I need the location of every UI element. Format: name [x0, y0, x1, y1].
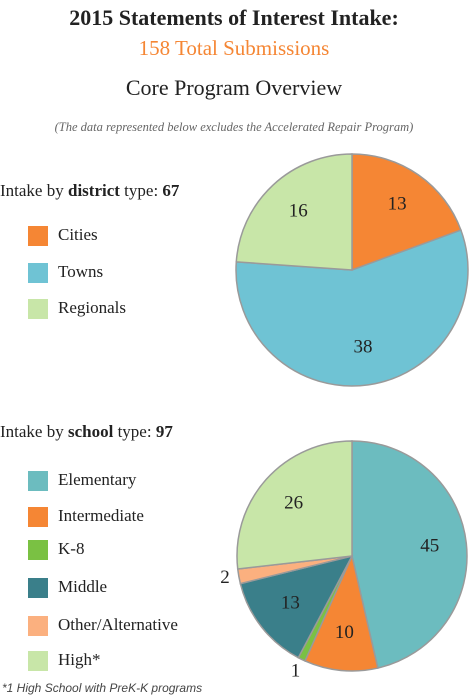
legend-swatch — [28, 471, 48, 491]
pie-slice — [235, 153, 353, 271]
legend-swatch — [28, 299, 48, 319]
title-part: district — [68, 181, 120, 200]
legend-label: Middle — [58, 577, 107, 596]
legend-label: K-8 — [58, 539, 84, 558]
legend-label: Other/Alternative — [58, 615, 178, 634]
section-title: Core Program Overview — [126, 75, 342, 100]
title-part: type: — [113, 422, 156, 441]
data-label: 13 — [388, 194, 407, 215]
legend-label: Cities — [58, 225, 98, 244]
legend-label: Intermediate — [58, 506, 144, 525]
pie-slice — [351, 153, 462, 272]
legend-swatch — [28, 540, 48, 560]
pie-slice — [236, 440, 353, 570]
title-part: type: — [120, 181, 163, 200]
legend-label: Towns — [58, 262, 103, 281]
legend-label: High* — [58, 650, 101, 669]
pie-slice — [235, 229, 469, 387]
pie-slice — [351, 440, 468, 669]
title-part: 97 — [156, 422, 174, 441]
chart-title: Intake by district type: 67 — [0, 181, 180, 200]
data-label: 45 — [420, 536, 439, 557]
legend-swatch — [28, 578, 48, 598]
legend-swatch — [28, 651, 48, 671]
note: (The data represented below excludes the… — [55, 120, 414, 134]
subtitle: 158 Total Submissions — [139, 36, 330, 60]
data-label: 38 — [354, 336, 373, 357]
footnote: *1 High School with PreK-K programs — [2, 681, 202, 695]
title-part: 67 — [162, 181, 180, 200]
chart-title: Intake by school type: 97 — [0, 422, 173, 441]
legend-swatch — [28, 226, 48, 246]
title-part: Intake by — [0, 422, 68, 441]
pie-slice — [304, 553, 379, 672]
legend-label: Elementary — [58, 470, 137, 489]
title: 2015 Statements of Interest Intake: — [69, 5, 399, 30]
pie-slice — [239, 554, 354, 659]
data-label: 26 — [284, 492, 303, 513]
legend-label: Regionals — [58, 298, 126, 317]
title-part: school — [68, 422, 114, 441]
data-label: 1 — [291, 660, 301, 681]
data-label: 2 — [220, 567, 230, 588]
legend-swatch — [28, 507, 48, 527]
data-label: 16 — [289, 201, 308, 222]
data-label: 13 — [281, 593, 300, 614]
legend-swatch — [28, 263, 48, 283]
legend-swatch — [28, 616, 48, 636]
data-label: 10 — [335, 622, 354, 643]
title-part: Intake by — [0, 181, 68, 200]
